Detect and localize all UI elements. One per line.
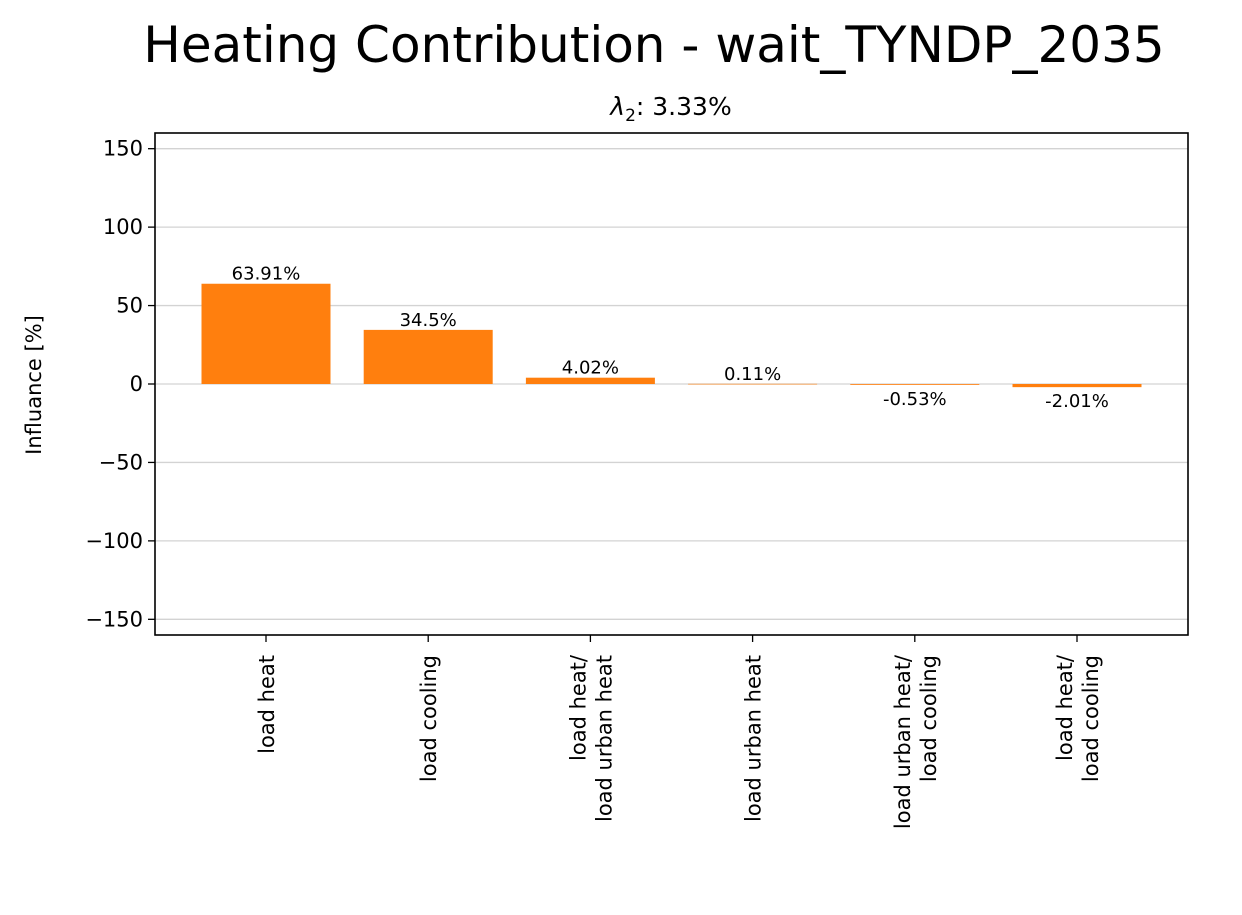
x-tick-label-line: load cooling xyxy=(1079,655,1103,782)
x-tick-label-line: load urban heat xyxy=(592,655,616,822)
axes-layer: 150 100 50 0 −50 −100 −150 load heat load coolin… xyxy=(85,132,1189,829)
x-tick-label: load heat/load cooling xyxy=(1053,654,1103,782)
y-tick-label: 150 xyxy=(103,137,143,161)
x-tick-label-line: load heat/ xyxy=(1053,654,1077,761)
x-tick-label-line: load urban heat/ xyxy=(891,654,915,829)
bar xyxy=(688,383,818,385)
subtitle-text: : 3.33% xyxy=(636,92,732,121)
y-tick-label: 50 xyxy=(116,294,143,318)
data-label: -0.53% xyxy=(883,389,947,410)
y-tick-label: 100 xyxy=(103,215,143,239)
chart-subtitle: λ2: 3.33% xyxy=(608,92,731,126)
data-labels-layer: 63.91% 34.5% 4.02% 0.11% -0.53% -2.01% xyxy=(232,264,1109,412)
x-tick-label-line: load heat/ xyxy=(566,654,590,761)
y-tick-label: −100 xyxy=(85,529,143,553)
bar xyxy=(1012,384,1142,388)
y-tick-label: 0 xyxy=(130,372,143,396)
x-tick-label: load heat/load urban heat xyxy=(566,654,616,822)
y-tick-label: −150 xyxy=(85,607,143,631)
data-label: 63.91% xyxy=(232,264,301,285)
subtitle-subscript: 2 xyxy=(625,106,636,126)
data-label: 0.11% xyxy=(724,364,781,385)
bar xyxy=(525,377,655,384)
bar xyxy=(850,384,980,385)
bar xyxy=(363,329,493,384)
x-tick-label: load heat xyxy=(255,655,279,754)
data-label: -2.01% xyxy=(1045,391,1109,412)
subtitle-symbol: λ xyxy=(608,92,625,121)
bars-layer xyxy=(201,283,1142,388)
bar xyxy=(201,283,331,384)
x-tick-label: load urban heat/load cooling xyxy=(891,654,941,829)
y-tick-label: −50 xyxy=(99,450,143,474)
y-axis-label: Influance [%] xyxy=(22,315,46,455)
data-label: 34.5% xyxy=(400,310,457,331)
x-tick-label-line: load cooling xyxy=(917,655,941,782)
data-label: 4.02% xyxy=(562,358,619,379)
x-tick-label: load urban heat xyxy=(742,655,766,822)
x-tick-label-line: load cooling xyxy=(417,655,441,782)
chart-title: Heating Contribution - wait_TYNDP_2035 xyxy=(143,16,1165,74)
x-tick-label-line: load urban heat xyxy=(742,655,766,822)
x-tick-label-line: load heat xyxy=(255,655,279,754)
x-tick-label: load cooling xyxy=(417,655,441,782)
